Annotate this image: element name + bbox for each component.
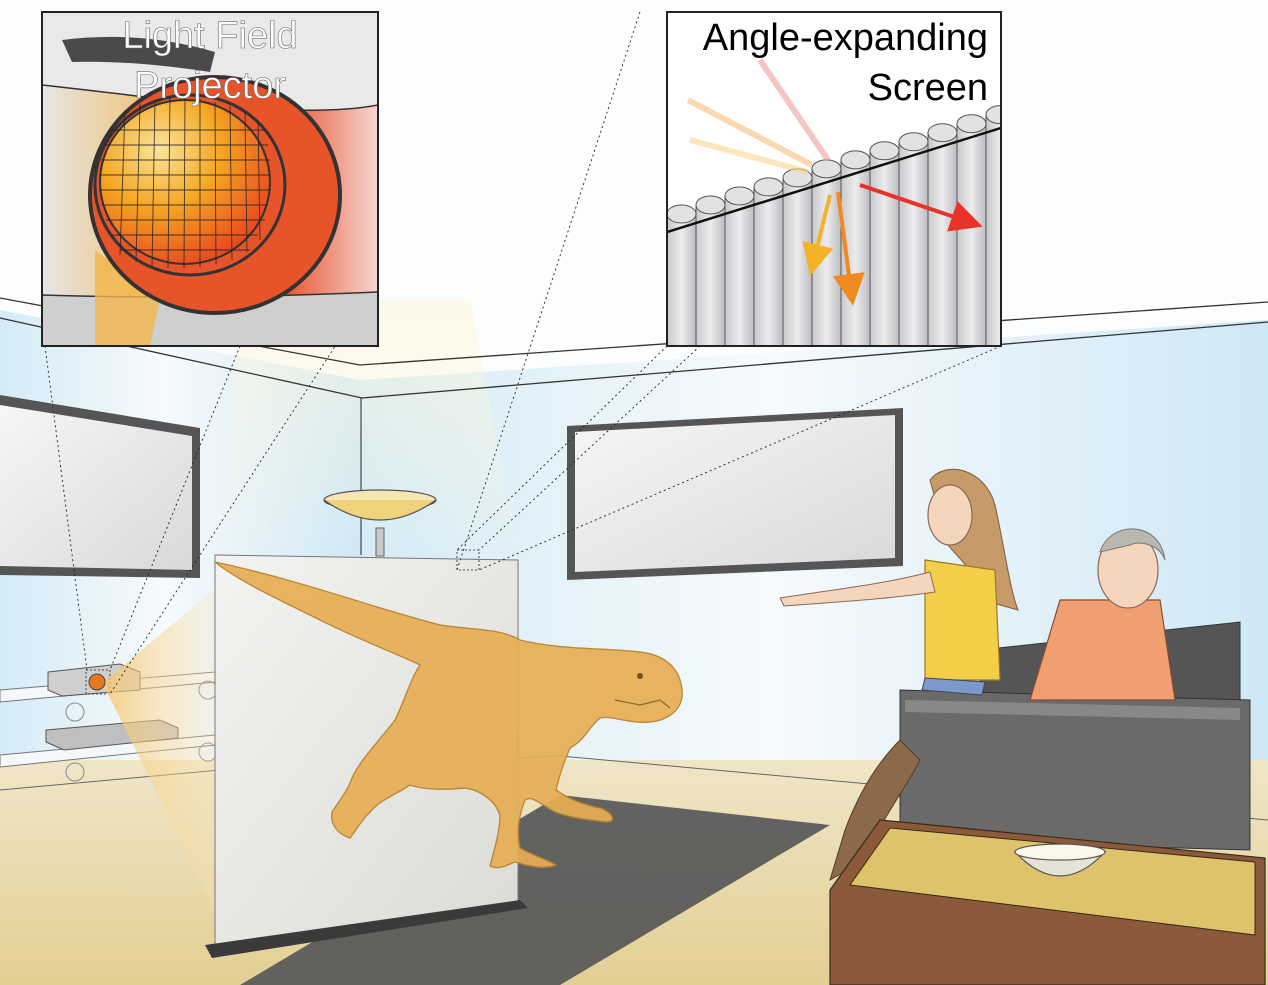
lenticular-column-cap: [811, 159, 842, 179]
right-wall-tv: [567, 408, 903, 580]
lenticular-columns: [667, 105, 1001, 346]
incoming-ray-yellow: [689, 137, 809, 175]
left-wall-tv: [0, 395, 200, 578]
seated-man: [829, 528, 1176, 882]
lenticular-column: [724, 195, 755, 346]
incoming-ray-orange: [686, 97, 814, 168]
projector-inset: Light Field Projector: [41, 11, 379, 347]
popcorn-bowl: [1013, 843, 1107, 877]
lenticular-column: [782, 177, 813, 346]
rug: [240, 795, 830, 985]
lenticular-column: [869, 150, 900, 346]
screen-inset-title-line2: Screen: [868, 67, 988, 109]
screen-inset-title-line1: Angle-expanding: [703, 17, 988, 59]
lenticular-column-cap: [667, 204, 697, 224]
lenticular-column-cap: [898, 132, 929, 152]
projection-beam: [106, 572, 235, 950]
ceiling-glow: [220, 300, 520, 560]
lenticular-column: [898, 141, 929, 346]
lenticular-column-cap: [695, 195, 726, 215]
lenticular-column-cap: [753, 177, 784, 197]
lenticular-column-cap: [956, 114, 987, 134]
lenticular-column: [667, 213, 697, 346]
dinosaur-hologram: [214, 561, 683, 869]
lens-rim: [93, 93, 287, 277]
floor-lamp: [323, 489, 437, 557]
coffee-table: [829, 819, 1266, 985]
standing-woman: [779, 468, 1019, 696]
lenticular-column-cap: [724, 186, 755, 206]
outgoing-ray-orange: [832, 191, 865, 306]
lenticular-column: [753, 186, 784, 346]
lenticular-column-cap: [869, 141, 900, 161]
lenticular-column-cap: [927, 123, 958, 143]
projector-inset-title-line2: Projector: [134, 65, 286, 107]
projector-inset-title-line1: Light Field: [122, 15, 297, 57]
lenticular-column: [927, 132, 958, 346]
screen-inset: Angle-expanding Screen: [666, 11, 1002, 347]
screen-surface-line: [667, 126, 1001, 234]
lenticular-column-cap: [840, 150, 871, 170]
incoming-ray-red: [757, 58, 831, 162]
lenticular-column: [956, 123, 987, 346]
lenslet-grid: [100, 97, 270, 269]
outgoing-ray-yellow: [802, 194, 834, 276]
lenticular-column: [695, 204, 726, 346]
screen-detail-marker: [456, 549, 480, 571]
callout-lines: [44, 11, 1002, 695]
outgoing-ray-red: [859, 183, 983, 232]
